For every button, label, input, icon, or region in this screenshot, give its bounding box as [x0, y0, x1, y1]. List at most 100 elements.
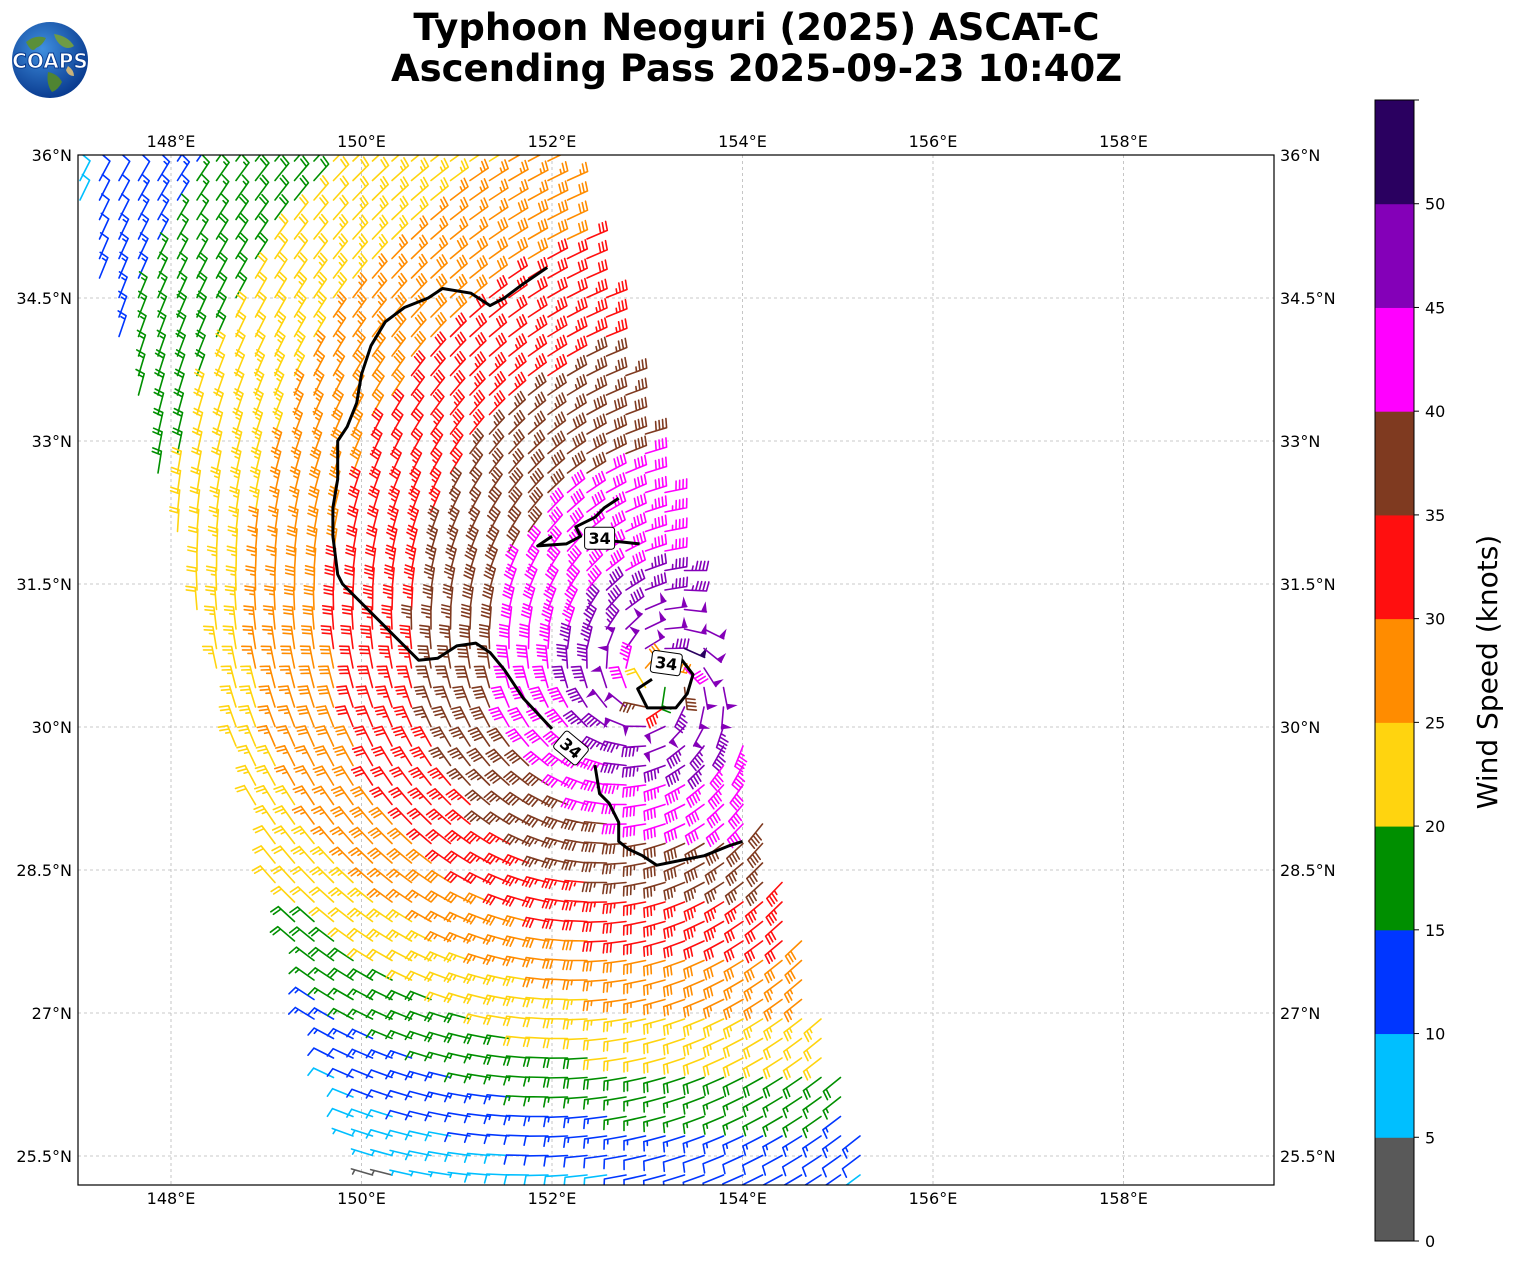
wind-barb-shaft	[724, 920, 744, 944]
wind-barb-shaft	[482, 893, 510, 906]
wind-barb-shaft	[556, 643, 569, 669]
wind-barb-shaft	[219, 685, 237, 708]
wind-barb-shaft	[502, 791, 530, 806]
wind-barb	[428, 746, 452, 767]
wind-barb-shaft	[332, 291, 347, 318]
wind-barb	[841, 1135, 861, 1159]
colorbar-tick-label: 25	[1425, 713, 1445, 732]
wind-barb	[407, 787, 432, 806]
wind-barb-shaft	[469, 197, 489, 221]
wind-barb	[502, 975, 530, 987]
wind-barb	[312, 765, 335, 786]
wind-barb-shaft	[447, 747, 471, 767]
wind-barb	[484, 544, 498, 572]
wind-barb-shaft	[765, 901, 783, 926]
wind-barb	[202, 625, 218, 650]
wind-barb-shaft	[566, 258, 588, 279]
wind-barb-shaft	[547, 296, 568, 318]
wind-barb-shaft	[293, 194, 309, 221]
wind-barb	[350, 1168, 374, 1176]
wind-barb	[527, 295, 548, 318]
wind-barb-shaft	[483, 1094, 510, 1105]
wind-barb	[118, 212, 130, 240]
wind-barb-shaft	[586, 317, 608, 338]
wind-barb-shaft	[547, 411, 567, 435]
wind-barb	[503, 1075, 530, 1086]
wind-barb-shaft	[424, 849, 452, 864]
wind-barb	[682, 1135, 705, 1154]
wind-barb-shaft	[683, 920, 705, 941]
wind-barb	[566, 354, 588, 377]
wind-barb-shaft	[328, 887, 354, 903]
wind-barb	[683, 623, 707, 635]
wind-barb	[522, 1036, 549, 1048]
wind-barb	[643, 1115, 666, 1133]
wind-barb-shaft	[508, 159, 529, 182]
wind-barb	[203, 605, 218, 630]
wind-barb-shaft	[308, 886, 335, 903]
wind-barb	[580, 821, 608, 833]
wind-barb-shaft	[425, 808, 452, 825]
wind-barb-shaft	[404, 950, 432, 962]
wind-barb	[118, 155, 131, 182]
wind-barb-shaft	[137, 251, 149, 279]
wind-barb	[410, 330, 427, 357]
wind-barb-shaft	[313, 233, 329, 260]
wind-barb-shaft	[527, 467, 545, 494]
wind-barb-shaft	[424, 870, 452, 884]
wind-barb-shaft	[605, 434, 627, 455]
wind-barb-shaft	[412, 705, 432, 728]
wind-barb-shaft	[605, 279, 628, 299]
wind-barb-shaft	[502, 1015, 530, 1027]
wind-barb	[845, 1174, 861, 1185]
wind-barb	[664, 803, 686, 825]
contour-label-text: 34	[654, 653, 679, 675]
wind-barb	[605, 318, 628, 338]
wind-barb	[98, 251, 109, 279]
wind-barb-shaft	[313, 271, 328, 299]
wind-barb-shaft	[664, 638, 690, 650]
wind-barb	[742, 1154, 764, 1176]
wind-barb-shaft	[449, 158, 469, 182]
wind-barb	[404, 970, 432, 981]
wind-barb-flag	[712, 679, 724, 688]
wind-barb	[261, 625, 276, 650]
wind-barb	[352, 310, 367, 338]
wind-barb	[726, 842, 744, 868]
wind-barb	[731, 764, 746, 792]
wind-barb-shaft	[600, 762, 627, 774]
wind-barb	[724, 901, 744, 925]
wind-barb	[410, 157, 430, 182]
wind-barb	[784, 959, 803, 984]
wind-barb	[366, 928, 393, 942]
wind-barb	[469, 274, 488, 299]
figure-title-line-2: Ascending Pass 2025-09-23 10:40Z	[390, 47, 1123, 90]
wind-barb	[542, 1017, 569, 1029]
wind-barb-shaft	[267, 525, 278, 552]
contour-label: 34	[649, 650, 683, 677]
wind-barb	[270, 885, 296, 903]
wind-barb	[274, 765, 296, 786]
colorbar-segment	[1375, 929, 1414, 1035]
wind-barb	[625, 607, 643, 630]
wind-barb-shaft	[373, 705, 393, 728]
wind-barb	[391, 214, 409, 240]
wind-barb-shaft	[352, 291, 367, 318]
wind-barb	[328, 887, 354, 903]
wind-barb	[347, 867, 374, 884]
wind-barb	[512, 665, 530, 689]
wind-barb-shaft	[449, 408, 465, 435]
wind-barb-flag	[718, 628, 727, 640]
wind-barb	[387, 827, 413, 845]
wind-barb-shaft	[821, 1154, 842, 1178]
wind-barb-shaft	[527, 334, 548, 357]
wind-barb-shaft	[385, 1029, 413, 1040]
wind-barb	[332, 291, 347, 318]
wind-barb-shaft	[506, 524, 521, 552]
wind-barb-shaft	[399, 624, 413, 650]
wind-barb	[520, 603, 533, 630]
wind-barb	[385, 949, 413, 962]
colorbar-segment	[1375, 307, 1414, 412]
wind-barb-shaft	[235, 329, 246, 357]
wind-barb	[622, 823, 647, 838]
